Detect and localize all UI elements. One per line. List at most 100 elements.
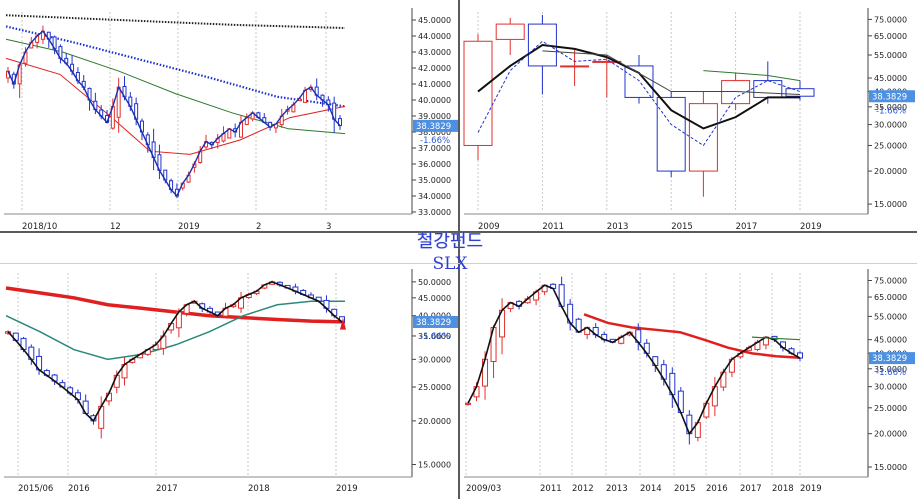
moving-average-line: [5, 286, 346, 324]
last-price-text: 38.3829: [872, 92, 907, 102]
y-tick-label: 20.0000: [418, 417, 451, 426]
x-tick-label: 2009/03: [466, 484, 501, 494]
ma-thin-gray: [542, 50, 801, 95]
x-tick-label: 2015: [671, 222, 693, 231]
yearly-chart-panel[interactable]: 2009 2011 2013 2015 2017 2019 75.0000 65.0000 55…: [460, 0, 917, 231]
last-price-text: 38.3829: [416, 122, 451, 132]
y-tick-label: 45.0000: [874, 336, 907, 345]
y-tick-label: 35.0000: [874, 365, 907, 374]
change-pct-text: -1.66%: [876, 106, 906, 116]
y-tick-label: 42.0000: [418, 64, 451, 73]
x-tick-label: 2017: [156, 484, 178, 494]
x-tick-label: 2012: [572, 484, 594, 494]
y-tick-label: 43.0000: [418, 48, 451, 57]
x-tick-label: 2018: [772, 484, 794, 494]
change-pct-text: -1.66%: [420, 332, 450, 342]
x-tick-label: 2014: [640, 484, 662, 494]
y-tick-label: 39.0000: [418, 112, 451, 121]
candle-up: [465, 402, 471, 405]
x-tick-label: 2015/06: [18, 484, 53, 494]
moving-average-line: [5, 300, 345, 361]
daily-chart-panel[interactable]: 2018/10 12 2019 2 3 45.0000 44.0000 43.0000 42.0…: [0, 0, 458, 231]
candle-down: [656, 96, 686, 172]
weekly-chart-svg[interactable]: 2015/06201620172018201950.000045.000040.…: [0, 265, 458, 499]
short-ma-line: [7, 280, 343, 423]
candle-down: [624, 65, 654, 98]
y-tick-label: 45.0000: [418, 16, 451, 25]
x-tick-label: 2019: [800, 484, 822, 494]
y-tick-label: 45.0000: [418, 294, 451, 303]
monthly-chart-svg[interactable]: 2009/03 2011 2012 2013 2014 2015 2016 2017 2018 2…: [460, 265, 917, 499]
moving-average-line: [5, 14, 346, 29]
y-tick-label: 30.0000: [874, 121, 907, 130]
x-tick-label: 2019: [178, 222, 200, 231]
change-pct-text: -1.66%: [876, 368, 906, 378]
last-price-badge: [869, 352, 915, 365]
x-tick-label: 2013: [606, 484, 628, 494]
x-tick-label: 12: [110, 222, 121, 231]
y-tick-label: 50.0000: [418, 278, 451, 287]
x-tick-label: 2: [256, 222, 261, 231]
y-tick-label: 30.0000: [874, 383, 907, 392]
daily-chart-svg[interactable]: 2018/10 12 2019 2 3 45.0000 44.0000 43.0000 42.0…: [0, 0, 458, 231]
alert-arrow-icon: [340, 317, 346, 330]
x-tick-label: 2018/10: [22, 222, 57, 231]
candle-up: [495, 23, 525, 40]
y-tick-label: 55.0000: [874, 51, 907, 60]
x-tick-label: 2011: [542, 222, 564, 231]
x-tick-label: 2016: [706, 484, 728, 494]
y-tick-label: 35.0000: [418, 176, 451, 185]
y-tick-label: 38.0000: [418, 128, 451, 137]
y-tick-label: 41.0000: [418, 80, 451, 89]
ticker-label: SLX: [432, 254, 468, 274]
last-price-text: 38.3829: [872, 354, 907, 364]
y-tick-label: 35.0000: [418, 332, 451, 341]
y-tick-label: 65.0000: [874, 32, 907, 41]
fund-title: 철강펀드: [416, 231, 484, 252]
y-tick-label: 30.0000: [418, 355, 451, 364]
y-tick-label: 36.0000: [418, 160, 451, 169]
x-tick-label: 2015: [674, 484, 696, 494]
ma-green: [751, 336, 801, 341]
y-tick-label: 33.0000: [418, 208, 451, 217]
y-tick-label: 15.0000: [874, 200, 907, 209]
candle-down: [753, 80, 783, 98]
y-tick-label: 75.0000: [874, 276, 907, 285]
y-tick-label: 25.0000: [418, 383, 451, 392]
monthly-chart-panel[interactable]: 2009/03 2011 2012 2013 2014 2015 2016 2017 2018 2…: [460, 265, 917, 499]
ma-green: [703, 70, 801, 82]
y-tick-label: 25.0000: [874, 141, 907, 150]
candle-up: [463, 40, 493, 146]
y-tick-label: 35.0000: [874, 103, 907, 112]
change-pct-text: -1.66%: [420, 136, 450, 146]
moving-average-line: [5, 38, 346, 135]
short-ma-line: [7, 30, 341, 198]
y-tick-label: 34.0000: [418, 192, 451, 201]
y-tick-label: 20.0000: [874, 430, 907, 439]
y-tick-label: 20.0000: [874, 167, 907, 176]
moving-average-line: [583, 313, 801, 360]
x-tick-label: 2018: [248, 484, 270, 494]
candle-up: [560, 65, 590, 68]
y-tick-label: 40.0000: [418, 96, 451, 105]
y-tick-label: 37.0000: [418, 144, 451, 153]
y-tick-label: 25.0000: [874, 404, 907, 413]
last-price-badge: [413, 315, 458, 328]
short-ma-line: [467, 284, 801, 436]
y-tick-label: 15.0000: [418, 461, 451, 470]
y-tick-label: 65.0000: [874, 293, 907, 302]
yearly-chart-svg[interactable]: 2009 2011 2013 2015 2017 2019 75.0000 65.0000 55…: [460, 0, 917, 231]
x-tick-label: 2013: [607, 222, 629, 231]
x-tick-label: 2011: [540, 484, 562, 494]
weekly-chart-panel[interactable]: 2015/06201620172018201950.000045.000040.…: [0, 265, 458, 499]
x-tick-label: 3: [326, 222, 331, 231]
y-tick-label: 45.0000: [874, 74, 907, 83]
horizontal-separator-top: [0, 231, 917, 233]
y-tick-label: 44.0000: [418, 32, 451, 41]
moving-average-line: [5, 25, 346, 108]
horizontal-separator-bottom: [0, 263, 917, 264]
last-price-badge: [413, 119, 458, 132]
y-tick-label: 75.0000: [874, 15, 907, 24]
x-tick-label: 2017: [740, 484, 762, 494]
candle-up: [688, 103, 718, 172]
